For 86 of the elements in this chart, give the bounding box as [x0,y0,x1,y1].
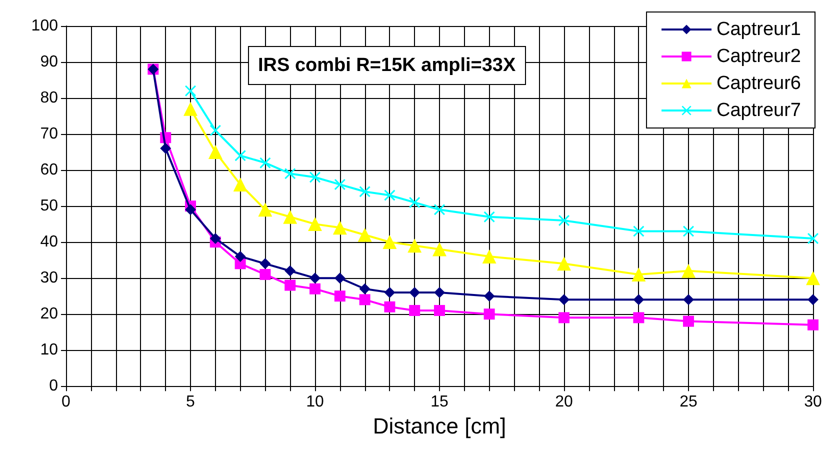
y-tick-label: 10 [40,342,58,359]
point [334,290,346,302]
y-tick-label: 60 [40,162,58,179]
y-tick-label: 50 [40,198,58,215]
point [633,312,644,324]
point [185,85,196,96]
x-axis-title: Distance [cm] [372,414,506,438]
point [434,286,445,298]
point [210,124,221,136]
point [184,102,198,116]
point [434,304,445,316]
point [384,190,396,201]
y-tick-label: 100 [31,18,58,34]
point [185,204,196,216]
legend-label: Captreur7 [716,100,802,121]
point [558,312,570,324]
x-tick-label: 25 [680,394,698,411]
point [258,202,272,217]
point [234,250,246,262]
x-tick-label: 30 [804,394,822,411]
text: IRS combi R=15K ampli=33X [258,55,516,76]
y-tick-label: 30 [40,270,58,287]
point [334,272,346,284]
point [633,226,644,237]
point [234,150,246,162]
x-tick-label: 15 [430,394,448,411]
y-tick-label: 70 [40,126,58,143]
point [160,142,172,154]
point [432,242,446,256]
point [434,204,445,216]
x-tick-label: 10 [306,394,324,411]
point [210,232,221,244]
point [484,290,495,302]
point [208,145,222,160]
point [682,264,696,278]
point [632,267,646,282]
point [484,211,495,222]
point [808,294,818,306]
point [283,210,298,224]
point [358,228,372,242]
point [310,172,320,183]
point [260,268,271,280]
point [382,235,397,250]
point [806,271,820,286]
point [484,308,495,320]
legend-label: Captreur6 [716,73,802,94]
point [558,294,570,306]
point [359,186,370,198]
x-tick-label: 0 [62,394,71,411]
point [633,294,644,306]
point [332,220,347,235]
point [808,232,818,244]
y-tick-label: 0 [49,378,58,395]
point [408,238,422,253]
y-tick-label: 80 [40,90,58,107]
point [260,258,271,270]
point [284,168,296,180]
x-tick-label: 20 [555,394,573,411]
point [334,178,346,190]
point [384,301,396,312]
point [310,272,320,284]
x-tick-label: 5 [186,394,196,411]
point [557,256,571,271]
point [308,217,322,232]
point [384,286,396,298]
point [409,304,420,316]
point [409,196,420,208]
point [683,294,694,306]
legend-label: Captreur1 [716,19,802,40]
point [808,319,818,330]
y-tick-label: 20 [40,306,58,323]
point [359,283,370,294]
point [683,316,694,327]
point [310,283,320,294]
point [683,226,694,237]
y-tick-label: 40 [40,234,58,251]
point [284,280,296,291]
legend-label: Captreur2 [716,46,802,67]
point [359,294,370,306]
point [233,177,248,192]
y-tick-label: 90 [40,54,58,71]
point [482,249,496,264]
point [260,157,271,168]
point [409,286,420,298]
point [284,265,296,276]
point [558,214,570,226]
